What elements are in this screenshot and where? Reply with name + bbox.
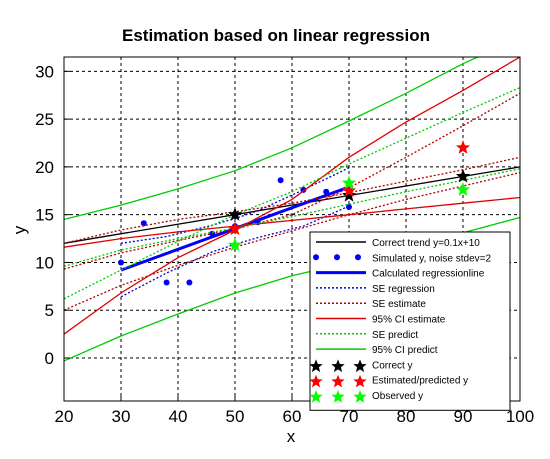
series-line-se-predict xyxy=(64,87,520,300)
point-simulated-y-noise-stdev-2 xyxy=(346,204,352,211)
y-tick-label: 0 xyxy=(45,349,54,368)
point-simulated-y-noise-stdev-2 xyxy=(163,279,170,286)
x-tick-label: 40 xyxy=(169,407,188,426)
series-line-se-regression xyxy=(120,167,350,244)
chart-title: Estimation based on linear regression xyxy=(122,26,430,45)
legend-swatch-correct-y xyxy=(353,359,367,373)
legend-swatch-estimated-predicted-y xyxy=(331,374,345,388)
plot-area xyxy=(64,57,520,362)
legend-label-95-ci-predict: 95% CI predict xyxy=(372,345,438,356)
axis-ticks: 20 30 40 50 60 70 80 90 100 0 5 10 15 20 25 30 xyxy=(35,62,534,426)
series-line-95-ci-estimate xyxy=(64,57,520,335)
y-tick-label: 30 xyxy=(35,62,54,81)
point-simulated-y-noise-stdev-2 xyxy=(186,279,193,286)
legend-label-se-predict: SE predict xyxy=(372,330,418,341)
legend-swatch-correct-y xyxy=(331,359,345,373)
series-line-95-ci-estimate-lower xyxy=(64,196,520,248)
legend-label-observed-y: Observed y xyxy=(372,391,423,402)
star-observed-y xyxy=(341,175,357,190)
x-tick-label: 30 xyxy=(112,407,131,426)
x-tick-label: 60 xyxy=(283,407,302,426)
x-tick-label: 70 xyxy=(340,407,359,426)
x-axis-label: x xyxy=(287,427,296,446)
x-tick-label: 90 xyxy=(454,407,473,426)
star-observed-y xyxy=(227,237,243,252)
series-line-se-estimate-upper-wide xyxy=(64,92,520,270)
legend-swatch-simulated-y-noise-stdev-2 xyxy=(313,254,319,261)
y-tick-label: 15 xyxy=(35,206,54,225)
series-line-correct-trend-y-0-1x-10 xyxy=(64,166,520,244)
x-tick-label: 20 xyxy=(55,407,74,426)
legend-label-correct-trend-y-0-1x-10: Correct trend y=0.1x+10 xyxy=(372,238,480,249)
point-simulated-y-noise-stdev-2 xyxy=(140,220,147,227)
legend-swatch-estimated-predicted-y xyxy=(353,374,367,388)
star-observed-y xyxy=(455,182,471,196)
legend-swatch-observed-y xyxy=(353,390,367,403)
legend-swatch-observed-y xyxy=(331,390,345,403)
x-tick-label: 80 xyxy=(397,407,416,426)
series-line-se-estimate-lower xyxy=(64,171,520,311)
y-tick-label: 5 xyxy=(45,301,54,320)
star-estimated-predicted-y xyxy=(341,183,357,197)
x-tick-label: 100 xyxy=(506,407,534,426)
legend-label-95-ci-estimate: 95% CI estimate xyxy=(372,315,446,326)
legend-swatch-correct-y xyxy=(309,359,323,373)
y-axis-label: y xyxy=(10,225,29,234)
legend-label-se-estimate: SE estimate xyxy=(372,299,426,310)
point-simulated-y-noise-stdev-2 xyxy=(277,177,284,184)
x-tick-label: 50 xyxy=(226,407,245,426)
legend-label-estimated-predicted-y: Estimated/predicted y xyxy=(372,376,468,387)
legend-label-se-regression: SE regression xyxy=(372,284,435,295)
legend-label-correct-y: Correct y xyxy=(372,360,413,371)
star-estimated-predicted-y xyxy=(227,221,243,236)
legend-swatch-simulated-y-noise-stdev-2 xyxy=(334,254,340,261)
point-simulated-y-noise-stdev-2 xyxy=(118,259,124,266)
star-estimated-predicted-y xyxy=(455,140,471,154)
y-tick-label: 10 xyxy=(35,253,54,272)
star-correct-y xyxy=(455,168,471,183)
series-line-se-estimate xyxy=(64,156,520,244)
series-line-se-predict-lower xyxy=(64,168,520,267)
legend-label-calculated-regressionline: Calculated regressionline xyxy=(372,269,485,280)
y-tick-label: 25 xyxy=(35,110,54,129)
star-correct-y xyxy=(227,207,243,221)
legend-swatch-simulated-y-noise-stdev-2 xyxy=(355,254,361,261)
legend-label-simulated-y-noise-stdev-2: Simulated y, noise stdev=2 xyxy=(372,253,491,264)
legend: Correct trend y=0.1x+10 Simulated y, nois… xyxy=(309,231,511,411)
series-line-95-ci-predict xyxy=(64,57,480,221)
y-tick-label: 20 xyxy=(35,158,54,177)
star-correct-y xyxy=(341,188,357,202)
legend-swatch-observed-y xyxy=(309,390,323,403)
legend-swatch-estimated-predicted-y xyxy=(309,374,323,388)
